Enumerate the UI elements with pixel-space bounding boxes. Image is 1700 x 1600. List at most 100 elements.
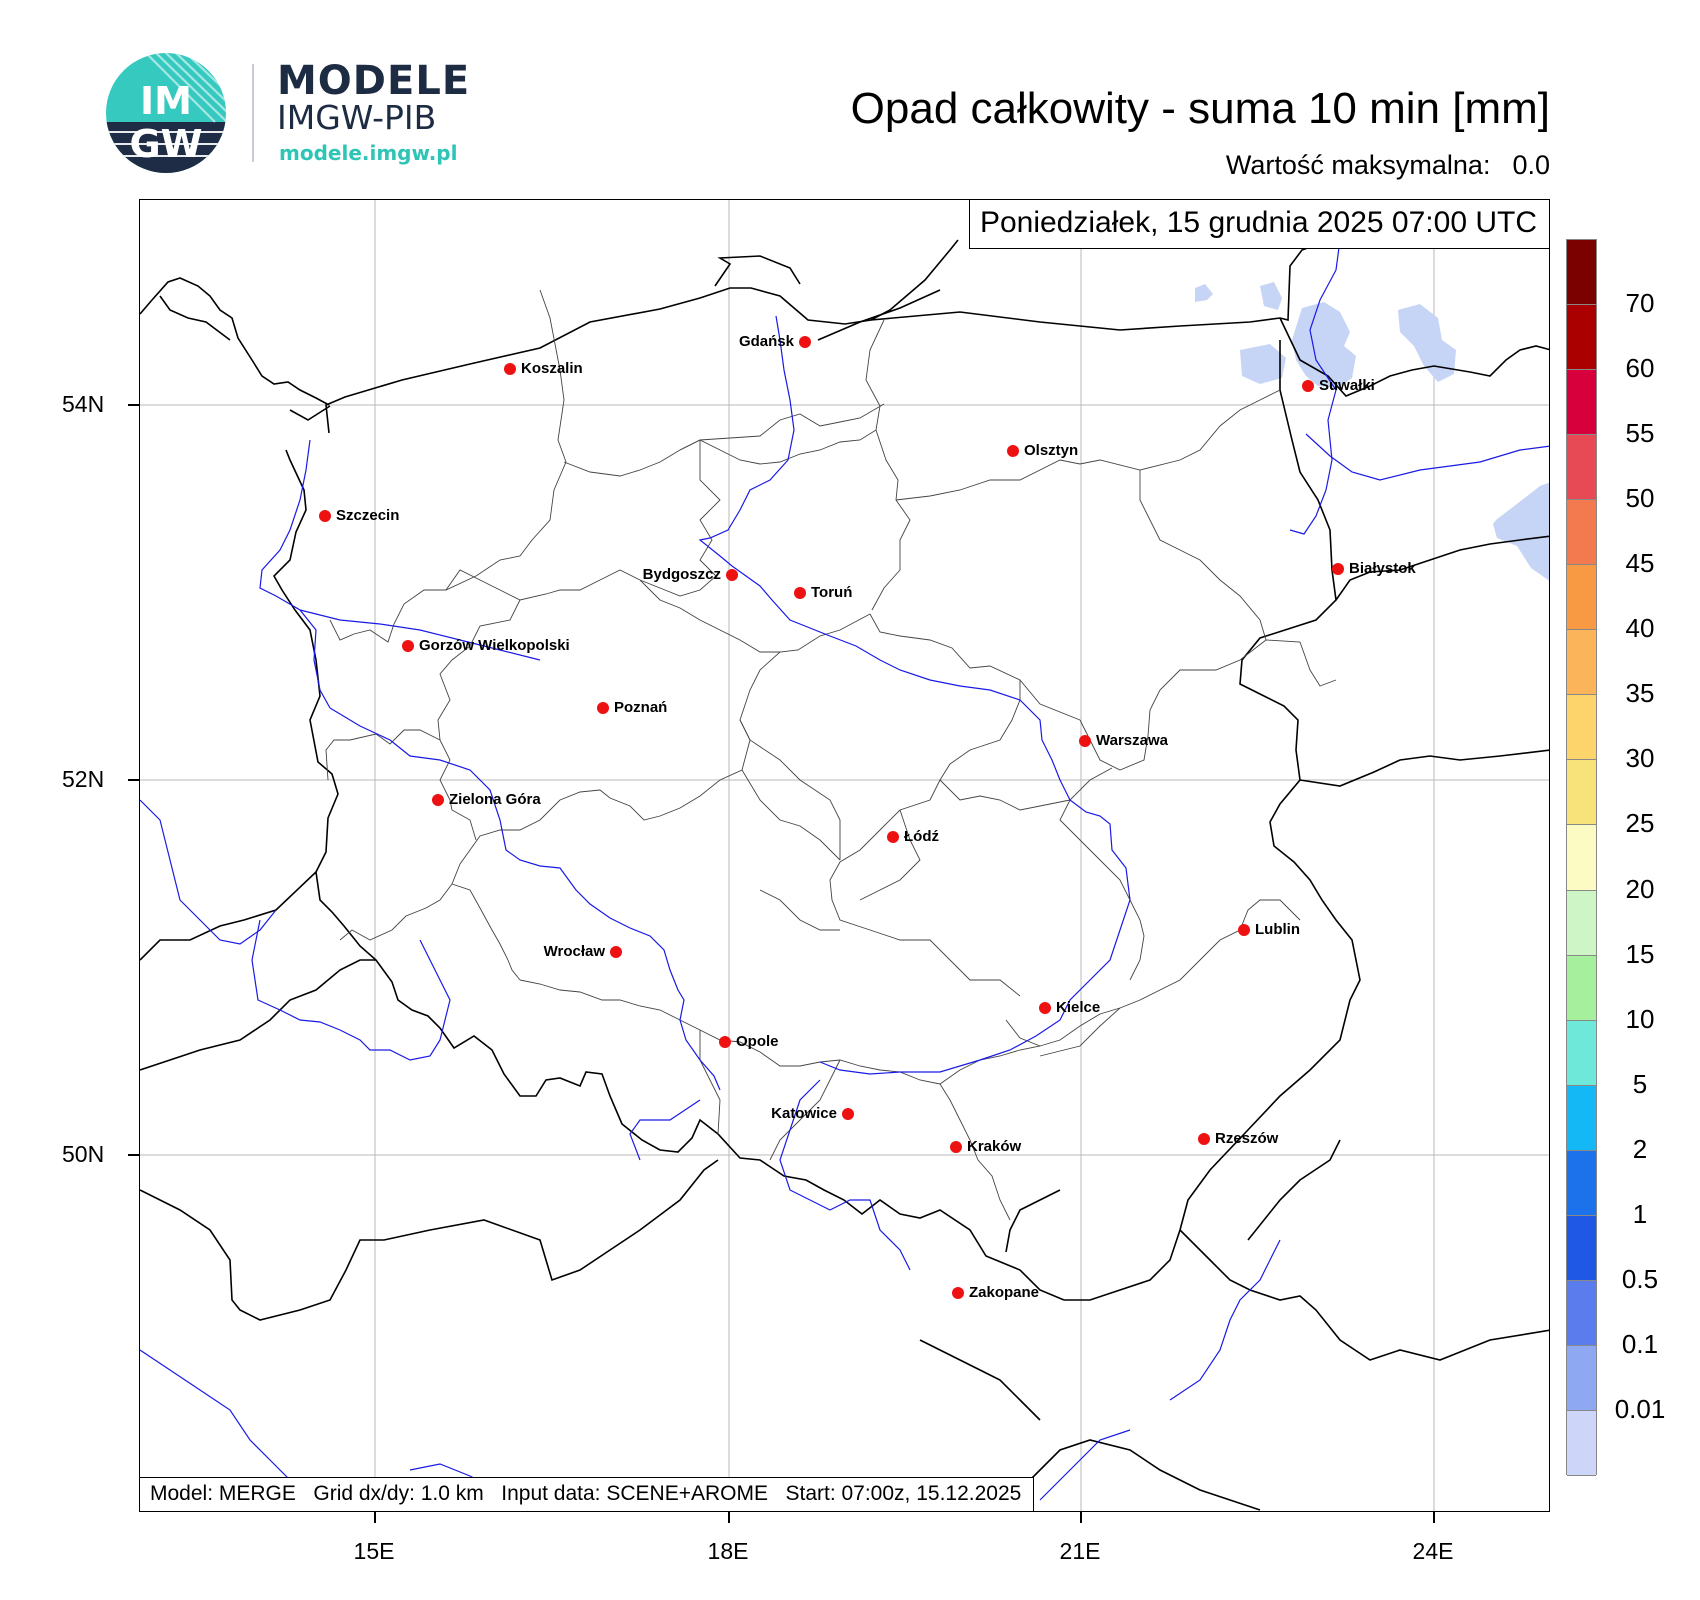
legend-swatch — [1567, 305, 1596, 371]
lon-label-24: 24E — [1412, 1538, 1454, 1564]
legend-label: 30 — [1625, 743, 1655, 774]
city-marker — [319, 510, 331, 522]
rivers — [140, 239, 1549, 1501]
model-info-bar: Model: MERGE Grid dx/dy: 1.0 km Input da… — [140, 1477, 1035, 1511]
legend-label: 60 — [1625, 353, 1655, 384]
valid-time-box: Poniedziałek, 15 grudnia 2025 07:00 UTC — [968, 200, 1549, 249]
lat-label-52: 52N — [62, 766, 105, 792]
legend-label: 35 — [1625, 678, 1655, 709]
city-label: Zielona Góra — [449, 791, 541, 808]
city-marker — [1302, 380, 1314, 392]
lon-label-21: 21E — [1059, 1538, 1101, 1564]
legend-label: 0.5 — [1621, 1263, 1659, 1294]
brand-url[interactable]: modele.imgw.pl — [279, 141, 458, 165]
city-marker — [597, 702, 609, 714]
city-label: Toruń — [811, 584, 853, 601]
city-label: Lublin — [1255, 921, 1300, 938]
legend-swatch — [1567, 435, 1596, 501]
legend-label: 2 — [1632, 1133, 1648, 1164]
logo-text-top: IM — [140, 79, 192, 123]
legend-label: 0.1 — [1621, 1328, 1659, 1359]
city-marker — [402, 640, 414, 652]
legend-swatch — [1567, 1410, 1596, 1476]
legend-swatch — [1567, 955, 1596, 1021]
brand-subtitle: IMGW-PIB — [277, 98, 437, 137]
city-marker — [726, 569, 738, 581]
lon-label-18: 18E — [707, 1538, 749, 1564]
legend-swatch — [1567, 240, 1596, 306]
legend-swatch — [1567, 760, 1596, 826]
city-marker — [1039, 1002, 1051, 1014]
city-label: Gorzów Wielkopolski — [419, 637, 570, 654]
lat-tick — [128, 779, 139, 781]
city-marker — [719, 1036, 731, 1048]
legend-swatch — [1567, 890, 1596, 956]
city-marker — [610, 946, 622, 958]
lat-tick — [128, 1154, 139, 1156]
max-value-label: Wartość maksymalna: — [1225, 150, 1491, 180]
legend-label: 70 — [1625, 288, 1655, 319]
legend-label: 0.01 — [1614, 1393, 1666, 1424]
legend-label: 1 — [1632, 1198, 1648, 1229]
lon-tick — [1433, 1512, 1435, 1523]
city-label: Opole — [736, 1033, 779, 1050]
legend-swatch — [1567, 695, 1596, 761]
lon-tick — [1080, 1512, 1082, 1523]
brand-title: MODELE — [277, 58, 471, 104]
city-label: Kielce — [1056, 999, 1101, 1016]
city-marker — [794, 587, 806, 599]
map-canvas — [140, 200, 1549, 1511]
max-value: 0.0 — [1512, 150, 1550, 180]
logo-text-bottom: GW — [129, 122, 202, 166]
legend-swatch — [1567, 1150, 1596, 1216]
city-label: Białystok — [1349, 560, 1416, 577]
legend-label: 20 — [1625, 873, 1655, 904]
city-marker — [799, 336, 811, 348]
legend-swatch — [1567, 1020, 1596, 1086]
city-label: Bydgoszcz — [642, 566, 721, 583]
map-panel[interactable]: Gdańsk Koszalin Suwałki Olsztyn Szczecin… — [139, 199, 1550, 1512]
legend-label: 15 — [1625, 938, 1655, 969]
legend-swatch — [1567, 500, 1596, 566]
legend-swatch — [1567, 1280, 1596, 1346]
max-value-line: Wartość maksymalna: 0.0 — [1226, 150, 1550, 181]
country-borders — [140, 239, 1549, 1511]
city-marker — [1238, 924, 1250, 936]
city-label: Koszalin — [521, 360, 583, 377]
legend-swatch — [1567, 1345, 1596, 1411]
city-label: Wrocław — [543, 943, 605, 960]
city-label: Suwałki — [1319, 377, 1375, 394]
legend-swatch — [1567, 565, 1596, 631]
imgw-logo: IM GW — [105, 52, 227, 174]
city-marker — [504, 363, 516, 375]
lakes — [1195, 282, 1549, 581]
city-label: Rzeszów — [1215, 1130, 1279, 1147]
map-title: Opad całkowity - suma 10 min [mm] — [850, 84, 1550, 133]
city-label: Poznań — [614, 699, 668, 716]
city-label: Kraków — [967, 1138, 1022, 1155]
city-marker — [1332, 563, 1344, 575]
legend-label: 5 — [1632, 1068, 1648, 1099]
lat-label-50: 50N — [62, 1141, 105, 1167]
legend-label: 45 — [1625, 548, 1655, 579]
city-label: Łódź — [904, 828, 939, 845]
city-marker — [1198, 1133, 1210, 1145]
lat-label-54: 54N — [62, 391, 105, 417]
legend-label: 10 — [1625, 1003, 1655, 1034]
legend-label: 50 — [1625, 483, 1655, 514]
region-borders — [325, 289, 1337, 1221]
lon-tick — [728, 1512, 730, 1523]
logo-divider — [252, 64, 254, 162]
city-label: Szczecin — [336, 507, 400, 524]
color-legend-bar — [1566, 239, 1597, 1476]
city-marker — [842, 1108, 854, 1120]
city-marker — [950, 1141, 962, 1153]
graticule — [140, 200, 1549, 1511]
city-marker — [432, 794, 444, 806]
city-label: Katowice — [771, 1105, 837, 1122]
legend-swatch — [1567, 1085, 1596, 1151]
legend-label: 55 — [1625, 418, 1655, 449]
city-label: Zakopane — [969, 1284, 1040, 1301]
lat-tick — [128, 404, 139, 406]
city-marker — [1007, 445, 1019, 457]
